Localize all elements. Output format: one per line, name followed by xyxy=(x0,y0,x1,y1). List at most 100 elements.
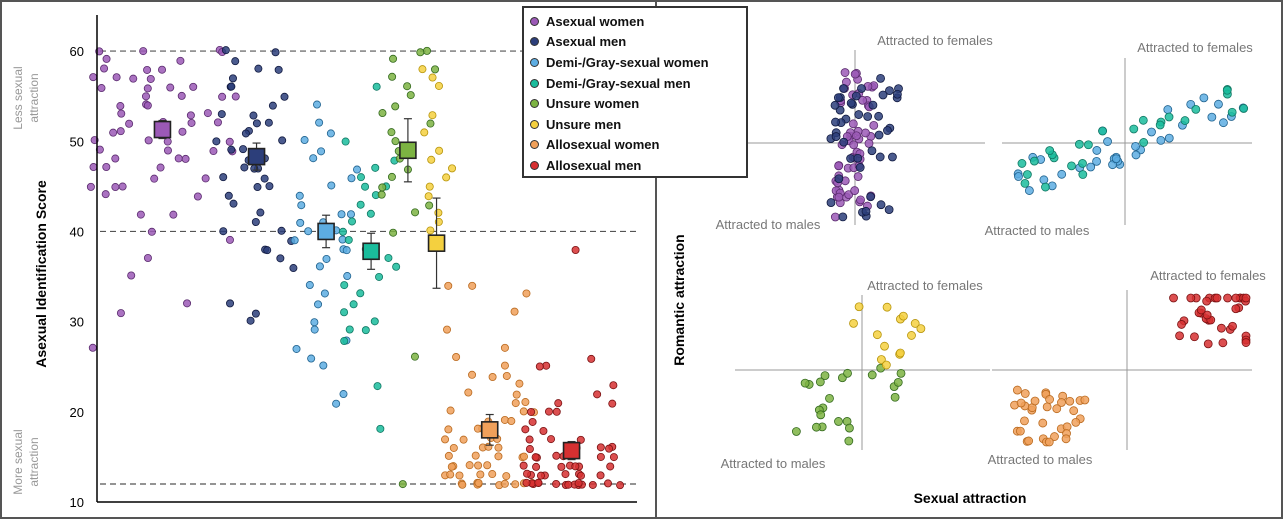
attraction-point xyxy=(850,69,860,79)
attraction-point xyxy=(880,341,889,351)
attraction-point xyxy=(854,110,864,119)
data-point xyxy=(507,417,516,426)
attraction-point xyxy=(1020,389,1030,398)
data-point xyxy=(428,111,437,120)
data-point xyxy=(322,254,331,263)
data-point xyxy=(375,272,384,281)
attraction-point xyxy=(895,348,905,358)
data-point xyxy=(239,145,248,154)
attraction-point xyxy=(1177,320,1186,329)
attraction-point xyxy=(875,152,885,162)
attraction-point xyxy=(820,371,830,380)
data-point xyxy=(109,128,118,137)
attraction-point xyxy=(907,331,916,340)
attraction-point xyxy=(1222,85,1232,95)
attraction-point xyxy=(830,212,840,222)
attraction-point xyxy=(892,89,902,99)
data-point xyxy=(427,155,436,164)
data-point xyxy=(189,82,198,91)
data-point xyxy=(212,137,221,146)
legend-label: Allosexual men xyxy=(546,157,642,173)
data-point xyxy=(531,453,540,462)
quadrant-labels: Attracted to females Attracted to males At… xyxy=(716,33,1267,471)
data-point xyxy=(144,136,153,145)
data-point xyxy=(609,381,618,390)
attraction-point xyxy=(866,192,875,202)
data-point xyxy=(532,462,541,471)
data-point xyxy=(372,82,381,91)
data-point xyxy=(221,46,230,55)
data-point xyxy=(425,182,434,191)
data-point xyxy=(315,118,324,127)
data-point xyxy=(511,399,520,408)
data-point xyxy=(587,354,596,363)
attraction-point xyxy=(1045,146,1055,155)
data-point xyxy=(603,479,612,488)
data-point xyxy=(512,390,521,399)
attraction-point xyxy=(1061,434,1071,444)
data-point xyxy=(127,271,136,280)
attraction-point xyxy=(1057,398,1066,407)
data-point xyxy=(353,165,362,174)
attraction-point xyxy=(876,200,886,210)
data-point xyxy=(473,424,482,433)
data-point xyxy=(241,129,250,138)
attraction-point xyxy=(1052,404,1062,414)
label-attracted-females: Attracted to females xyxy=(1150,268,1266,283)
attraction-point xyxy=(884,205,894,215)
data-point xyxy=(434,81,443,90)
data-point xyxy=(143,84,152,93)
attraction-point xyxy=(861,206,871,216)
data-point xyxy=(251,218,260,227)
data-point xyxy=(389,54,398,63)
label-attracted-males: Attracted to males xyxy=(985,223,1090,238)
data-point xyxy=(576,471,585,480)
data-point xyxy=(525,435,534,444)
data-point xyxy=(446,470,455,479)
attraction-point xyxy=(1111,154,1121,164)
data-point xyxy=(376,424,385,433)
y-tick-label: 60 xyxy=(70,44,84,59)
attraction-point xyxy=(833,93,843,103)
data-point xyxy=(320,289,329,298)
data-point xyxy=(310,318,319,327)
data-point xyxy=(474,461,483,470)
data-point xyxy=(522,289,531,298)
data-point xyxy=(225,137,234,146)
data-point xyxy=(428,73,437,82)
attraction-point xyxy=(1074,139,1084,149)
quadrant-axes xyxy=(735,50,1252,450)
attraction-point xyxy=(1202,310,1212,320)
attraction-point xyxy=(825,394,834,403)
attraction-point xyxy=(849,318,858,328)
attraction-point xyxy=(848,119,858,129)
attraction-point xyxy=(1164,133,1174,143)
y-tick-label: 50 xyxy=(70,134,84,149)
attraction-point xyxy=(1078,170,1088,179)
attraction-point xyxy=(844,436,854,446)
attraction-point xyxy=(882,302,892,312)
data-point xyxy=(341,137,350,146)
data-point xyxy=(163,146,172,155)
data-point xyxy=(166,83,175,92)
data-point xyxy=(112,73,121,82)
group-means xyxy=(153,118,581,461)
data-point xyxy=(606,462,615,471)
data-point xyxy=(391,137,400,146)
data-point xyxy=(300,136,309,145)
attraction-point xyxy=(1039,175,1049,185)
data-point xyxy=(392,262,401,271)
data-point xyxy=(178,127,187,136)
data-point xyxy=(488,373,497,382)
data-point xyxy=(186,111,195,120)
attraction-point xyxy=(1029,156,1039,166)
data-point xyxy=(340,337,349,346)
data-point xyxy=(389,228,398,237)
data-point xyxy=(143,253,152,262)
attraction-point xyxy=(1023,170,1032,179)
data-point xyxy=(256,208,265,217)
data-point xyxy=(249,111,258,120)
data-points xyxy=(86,45,625,490)
data-point xyxy=(502,472,511,481)
attraction-point xyxy=(839,84,848,93)
